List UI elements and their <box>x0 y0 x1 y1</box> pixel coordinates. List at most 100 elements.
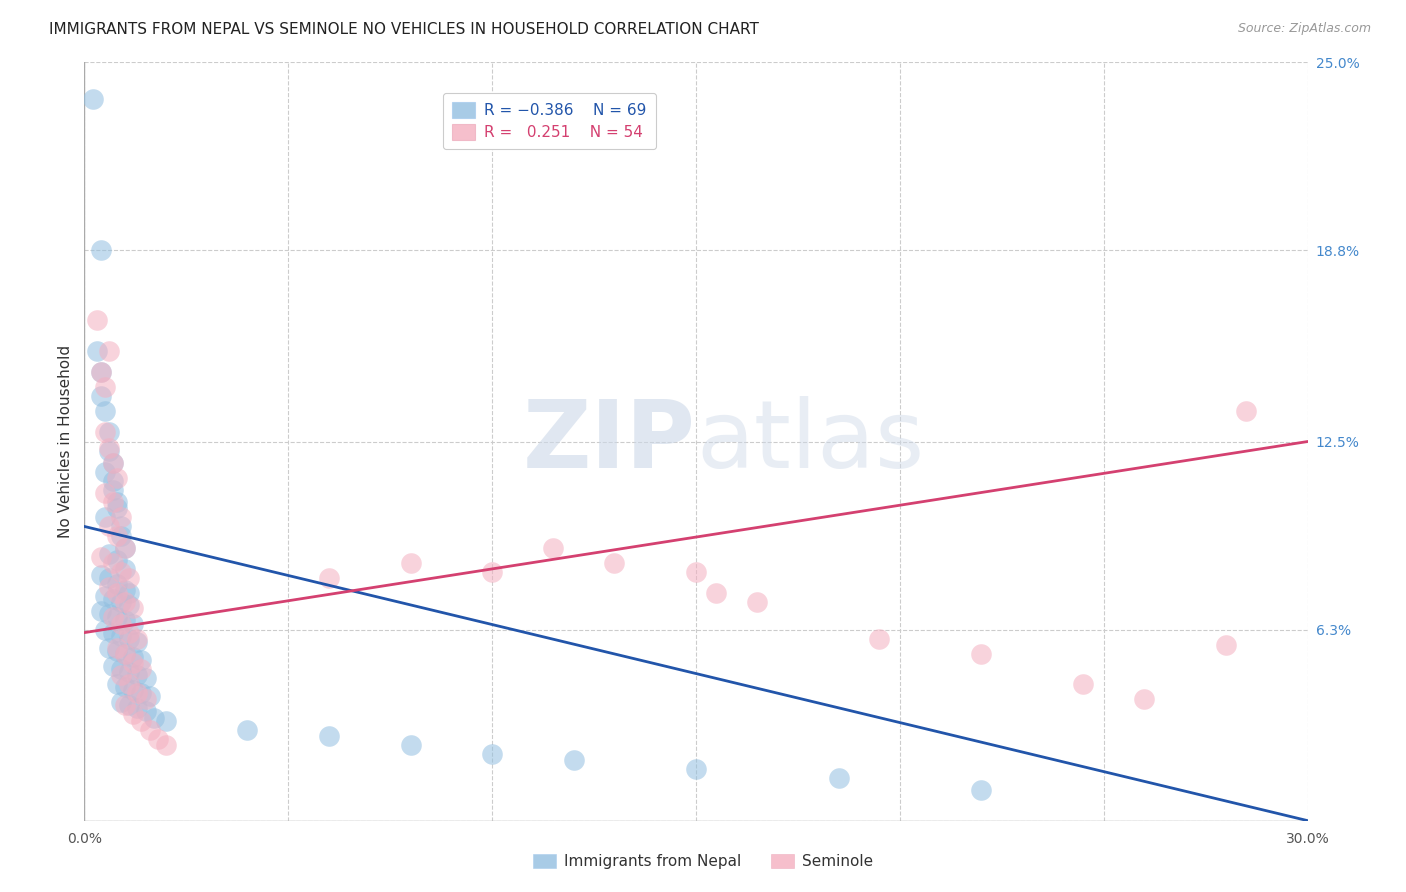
Point <box>122 683 145 698</box>
Point <box>105 553 128 567</box>
Point <box>110 668 132 682</box>
Point <box>127 686 149 700</box>
Point <box>97 443 120 458</box>
Point <box>101 456 124 470</box>
Point <box>131 653 153 667</box>
Point <box>110 616 132 631</box>
Point <box>101 610 124 624</box>
Point <box>1133 692 1156 706</box>
Point <box>685 762 707 776</box>
Point <box>127 668 149 682</box>
Point <box>828 771 851 785</box>
Point <box>603 556 626 570</box>
Point <box>90 365 112 379</box>
Point <box>110 528 132 542</box>
Point <box>114 680 136 694</box>
Point <box>127 632 149 646</box>
Point <box>101 659 124 673</box>
Point <box>101 495 124 509</box>
Point <box>97 343 120 358</box>
Point <box>481 565 503 579</box>
Point <box>101 456 124 470</box>
Point <box>93 623 115 637</box>
Point <box>118 698 141 713</box>
Point <box>122 656 145 670</box>
Point <box>155 738 177 752</box>
Point <box>131 714 153 728</box>
Point <box>90 389 112 403</box>
Point <box>122 707 145 722</box>
Point <box>97 441 120 455</box>
Point <box>122 649 145 664</box>
Point <box>118 632 141 646</box>
Point <box>101 556 124 570</box>
Point <box>110 695 132 709</box>
Point <box>97 640 120 655</box>
Point <box>97 519 120 533</box>
Point <box>114 562 136 576</box>
Point <box>114 541 136 555</box>
Text: IMMIGRANTS FROM NEPAL VS SEMINOLE NO VEHICLES IN HOUSEHOLD CORRELATION CHART: IMMIGRANTS FROM NEPAL VS SEMINOLE NO VEH… <box>49 22 759 37</box>
Point <box>114 614 136 628</box>
Point <box>135 671 157 685</box>
Point <box>114 647 136 661</box>
Point <box>118 677 141 691</box>
Point <box>105 677 128 691</box>
Point <box>118 599 141 613</box>
Point <box>118 665 141 679</box>
Point <box>105 644 128 658</box>
Point <box>101 474 124 488</box>
Point <box>122 616 145 631</box>
Point <box>114 698 136 713</box>
Point <box>747 595 769 609</box>
Point <box>562 753 585 767</box>
Text: atlas: atlas <box>696 395 924 488</box>
Point <box>105 528 128 542</box>
Point <box>685 565 707 579</box>
Point <box>135 692 157 706</box>
Point <box>236 723 259 737</box>
Point <box>93 486 115 500</box>
Point <box>93 425 115 440</box>
Point <box>1215 638 1237 652</box>
Point <box>86 313 108 327</box>
Point <box>90 604 112 618</box>
Point <box>118 586 141 600</box>
Text: Source: ZipAtlas.com: Source: ZipAtlas.com <box>1237 22 1371 36</box>
Point <box>318 729 340 743</box>
Point <box>970 647 993 661</box>
Legend: R = −0.386    N = 69, R =   0.251    N = 54: R = −0.386 N = 69, R = 0.251 N = 54 <box>443 93 655 149</box>
Point <box>114 583 136 598</box>
Text: ZIP: ZIP <box>523 395 696 488</box>
Point <box>105 577 128 591</box>
Point <box>97 547 120 561</box>
Point <box>86 343 108 358</box>
Point <box>105 610 128 624</box>
Point <box>869 632 891 646</box>
Point <box>399 556 422 570</box>
Point <box>93 380 115 394</box>
Point <box>118 625 141 640</box>
Point <box>122 601 145 615</box>
Point <box>135 705 157 719</box>
Point <box>101 592 124 607</box>
Point <box>101 625 124 640</box>
Point <box>110 662 132 676</box>
Point <box>90 244 112 258</box>
Point <box>90 568 112 582</box>
Point <box>110 510 132 524</box>
Point <box>114 541 136 555</box>
Point <box>399 738 422 752</box>
Point <box>105 640 128 655</box>
Point <box>706 586 728 600</box>
Point <box>110 595 132 609</box>
Point <box>97 425 120 440</box>
Point <box>93 465 115 479</box>
Point <box>105 501 128 516</box>
Point <box>82 92 104 106</box>
Point <box>1073 677 1095 691</box>
Point <box>1236 404 1258 418</box>
Point <box>114 595 136 609</box>
Point <box>105 586 128 600</box>
Point <box>543 541 565 555</box>
